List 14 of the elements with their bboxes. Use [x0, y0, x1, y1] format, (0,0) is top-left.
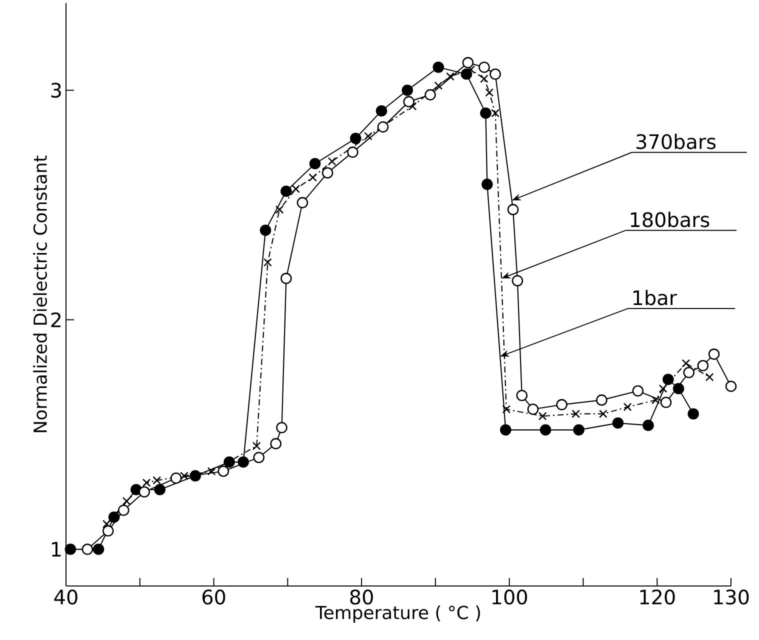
- x-tick-label: 120: [640, 590, 675, 605]
- x-tick-label: 40: [54, 590, 78, 605]
- y-tick-label: 1: [52, 542, 61, 557]
- x-tick-label: 60: [202, 590, 226, 605]
- y-axis-title: Normalized Dielectric Constant: [33, 156, 47, 432]
- annotation: 1bar: [633, 290, 678, 306]
- annotation: 180bars: [630, 212, 710, 228]
- y-tick-label: 3: [51, 82, 61, 98]
- x-tick-label: 80: [350, 590, 373, 605]
- x-tick-label: 100: [492, 590, 528, 605]
- x-axis-title: Temperature ( °C ): [315, 605, 480, 623]
- annotation: 370bars: [636, 134, 716, 150]
- x-tick-label: 130: [714, 590, 749, 605]
- y-tick-label: 2: [51, 312, 60, 328]
